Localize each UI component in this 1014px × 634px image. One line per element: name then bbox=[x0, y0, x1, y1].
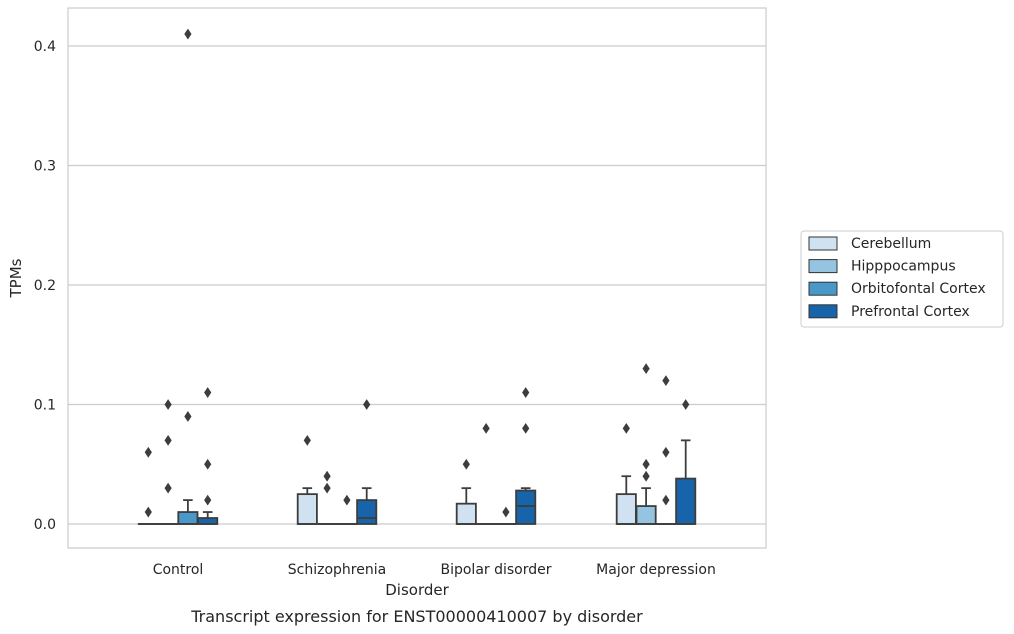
legend-label: Hipppocampus bbox=[851, 259, 956, 275]
boxes bbox=[137, 28, 697, 525]
outlier-point bbox=[662, 446, 670, 458]
chart-caption: Transcript expression for ENST0000041000… bbox=[190, 607, 643, 626]
legend-frame bbox=[800, 230, 1004, 328]
outlier-point bbox=[462, 458, 470, 470]
box-group bbox=[157, 399, 179, 525]
legend-swatch bbox=[808, 236, 838, 251]
x-tick-label: Control bbox=[153, 562, 204, 578]
legend-item: Hipppocampus bbox=[808, 259, 956, 275]
outlier-point bbox=[144, 446, 152, 458]
box-group bbox=[197, 387, 219, 525]
y-tick-label: 0.1 bbox=[34, 398, 56, 414]
legend-swatch bbox=[808, 281, 838, 296]
outlier-point bbox=[642, 470, 650, 482]
box-body bbox=[356, 499, 378, 525]
outlier-point bbox=[662, 375, 670, 386]
box-group bbox=[615, 423, 637, 525]
x-axis-ticks: Control Schizophrenia Bipolar disorder Majo… bbox=[153, 562, 716, 578]
legend-item: Prefrontal Cortex bbox=[808, 304, 970, 320]
outlier-point bbox=[343, 494, 351, 506]
box-body bbox=[635, 505, 657, 525]
y-tick-label: 0.4 bbox=[34, 39, 56, 55]
outlier-point bbox=[184, 28, 192, 40]
legend-label: Orbitofontal Cortex bbox=[851, 281, 986, 297]
y-axis-ticks: 0.0 0.1 0.2 0.3 0.4 bbox=[34, 39, 56, 533]
outlier-point bbox=[323, 470, 331, 482]
box-body bbox=[455, 502, 477, 525]
legend: Cerebellum Hipppocampus Orbitofontal Corte… bbox=[800, 230, 1004, 328]
x-tick-label: Bipolar disorder bbox=[440, 562, 551, 578]
outlier-point bbox=[482, 423, 490, 434]
x-tick-label: Major depression bbox=[596, 562, 716, 578]
box-group bbox=[137, 446, 159, 525]
outlier-point bbox=[642, 458, 650, 470]
outlier-point bbox=[522, 423, 530, 434]
x-axis-title: Disorder bbox=[385, 581, 449, 599]
box-body bbox=[615, 493, 637, 525]
legend-label: Prefrontal Cortex bbox=[851, 304, 970, 320]
legend-item: Cerebellum bbox=[808, 236, 931, 252]
box-group bbox=[475, 423, 497, 525]
y-axis-title: TPMs bbox=[7, 258, 25, 298]
box-group bbox=[495, 506, 517, 525]
plot-area-frame bbox=[67, 7, 767, 549]
outlier-point bbox=[184, 411, 192, 422]
y-tick-label: 0.3 bbox=[34, 159, 56, 175]
box-group bbox=[455, 458, 477, 525]
box-group bbox=[336, 494, 358, 525]
y-tick-label: 0.2 bbox=[34, 278, 56, 294]
outlier-point bbox=[204, 494, 212, 506]
outlier-point bbox=[662, 494, 670, 506]
box-group bbox=[515, 387, 537, 525]
y-tick-label: 0.0 bbox=[34, 517, 56, 533]
outlier-point bbox=[682, 399, 690, 410]
outlier-point bbox=[164, 482, 172, 494]
gridlines bbox=[68, 45, 766, 525]
box-group bbox=[177, 28, 199, 525]
outlier-point bbox=[642, 363, 650, 375]
outlier-point bbox=[323, 482, 331, 494]
outlier-point bbox=[164, 434, 172, 446]
box-group bbox=[356, 399, 378, 525]
box-body bbox=[515, 489, 537, 525]
outlier-point bbox=[204, 387, 212, 398]
box-group bbox=[296, 434, 318, 525]
box-body bbox=[675, 477, 697, 525]
box-body bbox=[177, 511, 199, 525]
box-group bbox=[316, 470, 338, 525]
outlier-point bbox=[622, 423, 630, 434]
legend-swatch bbox=[808, 304, 838, 319]
box-group bbox=[655, 375, 677, 525]
outlier-point bbox=[502, 506, 510, 518]
outlier-point bbox=[363, 399, 371, 410]
legend-item: Orbitofontal Cortex bbox=[808, 281, 986, 297]
outlier-point bbox=[522, 387, 530, 398]
outlier-point bbox=[144, 506, 152, 518]
outlier-point bbox=[204, 458, 212, 470]
outlier-point bbox=[303, 434, 311, 446]
x-tick-label: Schizophrenia bbox=[288, 562, 386, 578]
box-body bbox=[296, 493, 318, 525]
outlier-point bbox=[164, 399, 172, 410]
box-group bbox=[675, 399, 697, 525]
box-group bbox=[635, 363, 657, 525]
legend-label: Cerebellum bbox=[851, 236, 931, 252]
legend-swatch bbox=[808, 259, 838, 274]
